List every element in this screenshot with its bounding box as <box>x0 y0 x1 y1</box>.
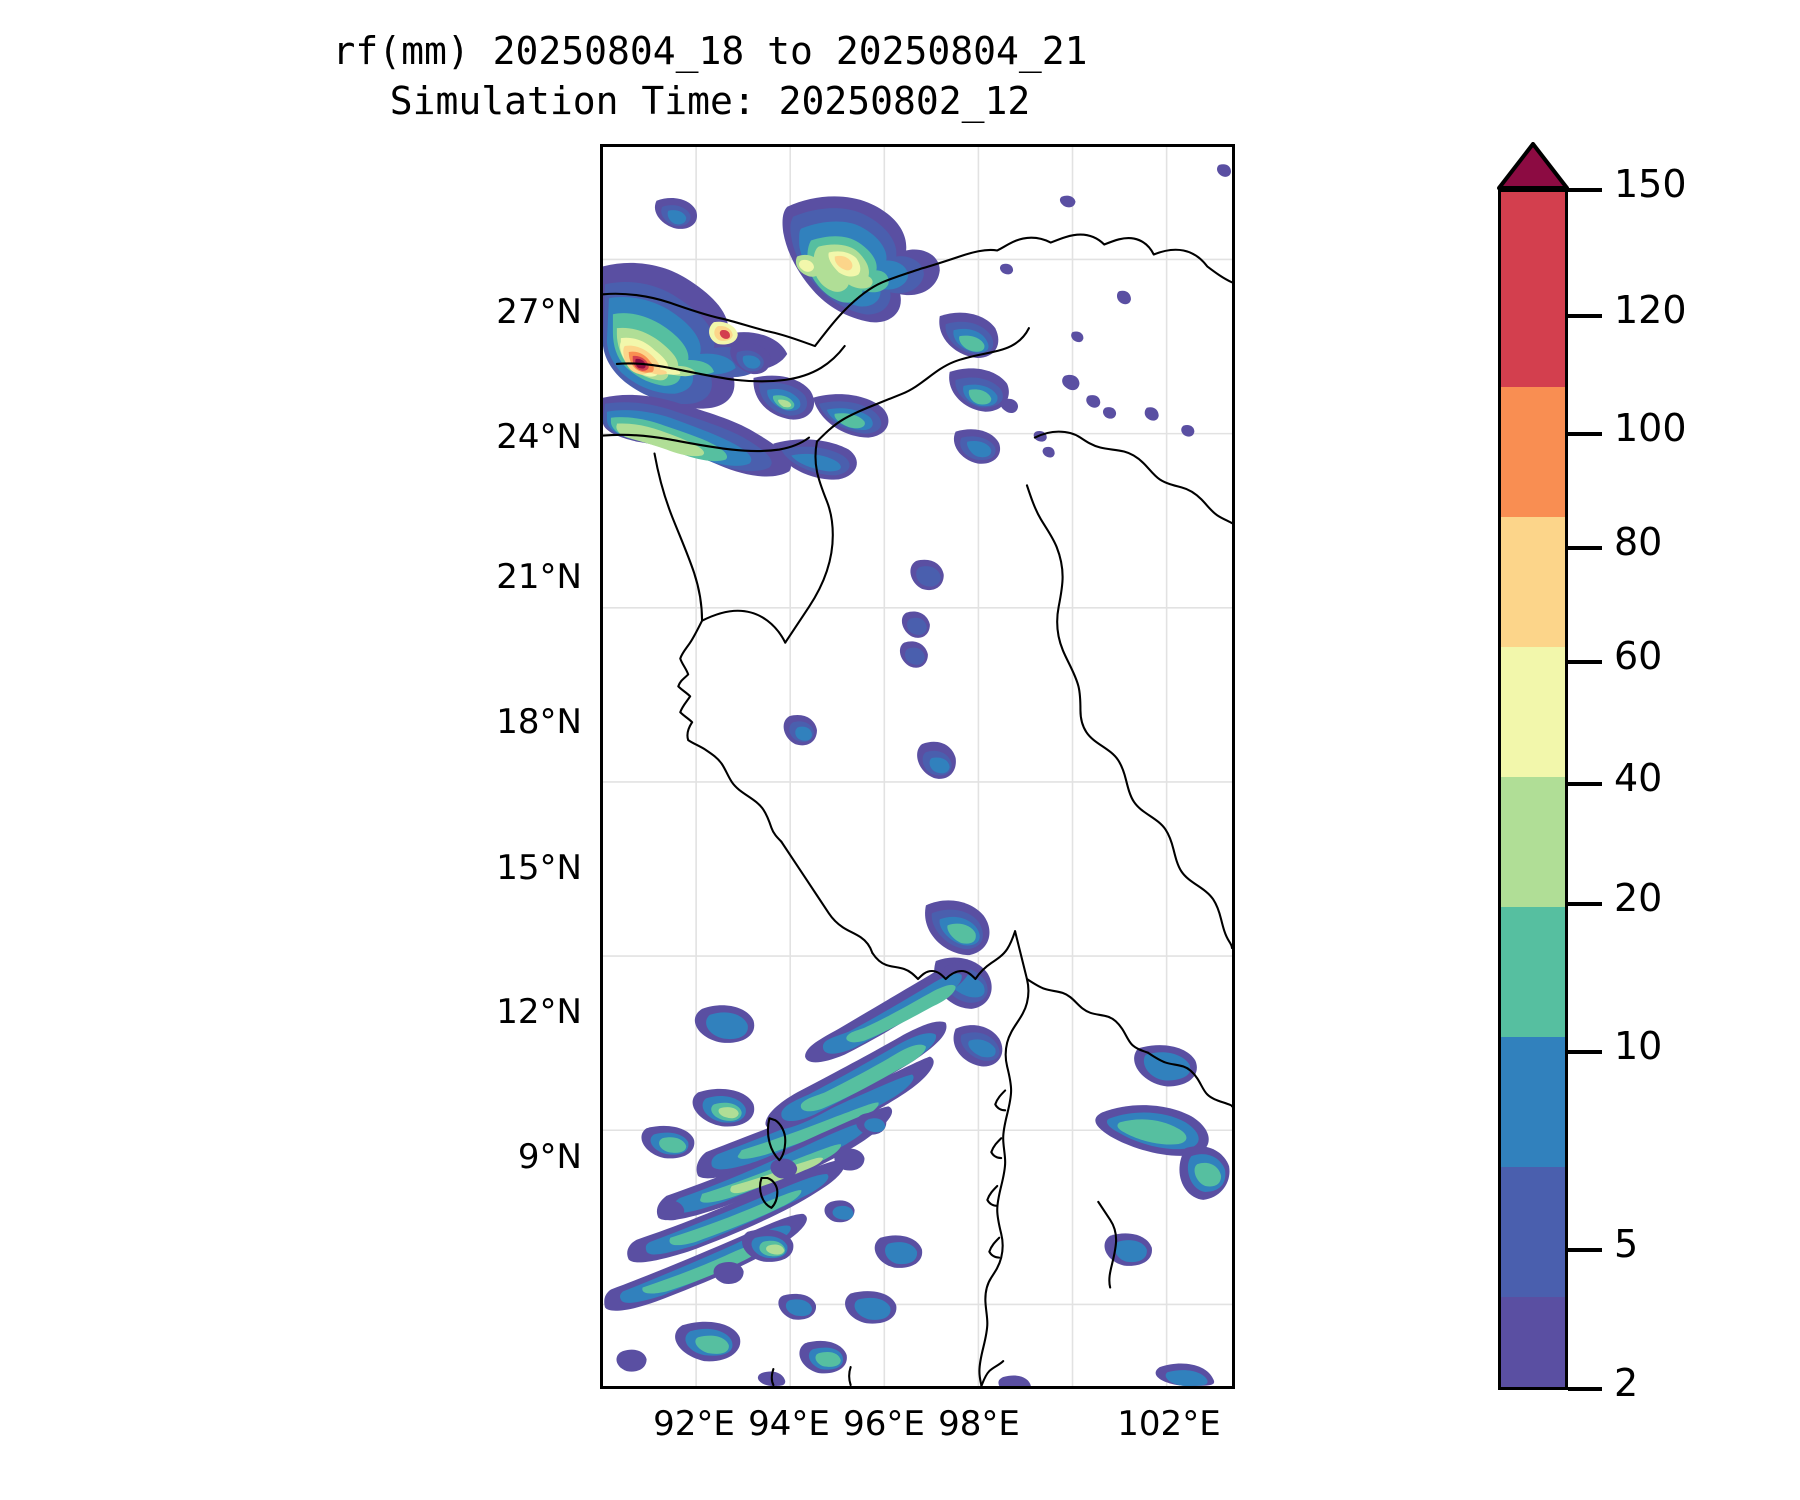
xtick-label-96E: 96°E <box>843 1404 925 1444</box>
colorbar-label-60: 60 <box>1614 634 1663 678</box>
colorbar-bands[interactable] <box>1498 189 1568 1390</box>
map-canvas <box>603 147 1232 1386</box>
colorbar[interactable]: 150 120 100 80 60 40 20 10 5 2 <box>1497 142 1687 1405</box>
xtick-label-94E: 94°E <box>748 1404 830 1444</box>
map-axes[interactable] <box>600 144 1235 1389</box>
colorbar-label-150: 150 <box>1614 162 1687 206</box>
title-line-simulation-time: Simulation Time: 20250802_12 <box>389 79 1031 123</box>
colorbar-band-80-100 <box>1501 517 1565 648</box>
colorbar-label-40: 40 <box>1614 756 1663 800</box>
colorbar-tick-2 <box>1568 1387 1602 1391</box>
xtick-label-92E: 92°E <box>653 1404 735 1444</box>
xtick-label-102E: 102°E <box>1117 1404 1221 1444</box>
colorbar-label-5: 5 <box>1614 1222 1639 1266</box>
colorbar-tick-5 <box>1568 1248 1602 1252</box>
colorbar-band-60-80 <box>1501 647 1565 778</box>
colorbar-band-20-40 <box>1501 907 1565 1038</box>
colorbar-band-2-5 <box>1501 1297 1565 1387</box>
colorbar-tick-10 <box>1568 1050 1602 1054</box>
colorbar-label-20: 20 <box>1614 876 1663 920</box>
colorbar-label-120: 120 <box>1614 288 1687 332</box>
colorbar-tick-20 <box>1568 902 1602 906</box>
colorbar-label-80: 80 <box>1614 520 1663 564</box>
ytick-label-12N: 12°N <box>496 992 582 1032</box>
colorbar-label-10: 10 <box>1614 1024 1663 1068</box>
colorbar-band-40-60 <box>1501 777 1565 908</box>
ytick-label-15N: 15°N <box>496 848 582 888</box>
colorbar-label-2: 2 <box>1614 1361 1639 1405</box>
ytick-label-27N: 27°N <box>496 292 582 332</box>
colorbar-tick-150 <box>1568 188 1602 192</box>
coastline-and-borders <box>603 233 1232 1386</box>
colorbar-band-5-10 <box>1501 1167 1565 1298</box>
colorbar-band-10-20 <box>1501 1037 1565 1168</box>
colorbar-band-120-150 <box>1501 192 1565 387</box>
colorbar-band-100-120 <box>1501 386 1565 518</box>
colorbar-extend-arrow-max <box>1497 142 1569 190</box>
ytick-label-24N: 24°N <box>496 417 582 457</box>
figure-title: rf(mm) 20250804_18 to 20250804_21 Simula… <box>0 26 1420 126</box>
colorbar-tick-40 <box>1568 782 1602 786</box>
xtick-label-98E: 98°E <box>938 1404 1020 1444</box>
ytick-label-18N: 18°N <box>496 702 582 742</box>
ytick-label-21N: 21°N <box>496 557 582 597</box>
title-line-variable-and-window: rf(mm) 20250804_18 to 20250804_21 <box>332 29 1088 73</box>
ytick-label-9N: 9°N <box>517 1137 582 1177</box>
colorbar-tick-100 <box>1568 432 1602 436</box>
colorbar-tick-120 <box>1568 314 1602 318</box>
colorbar-tick-80 <box>1568 546 1602 550</box>
colorbar-label-100: 100 <box>1614 406 1687 450</box>
rainfall-contour-fill <box>603 164 1232 1386</box>
colorbar-tick-60 <box>1568 660 1602 664</box>
